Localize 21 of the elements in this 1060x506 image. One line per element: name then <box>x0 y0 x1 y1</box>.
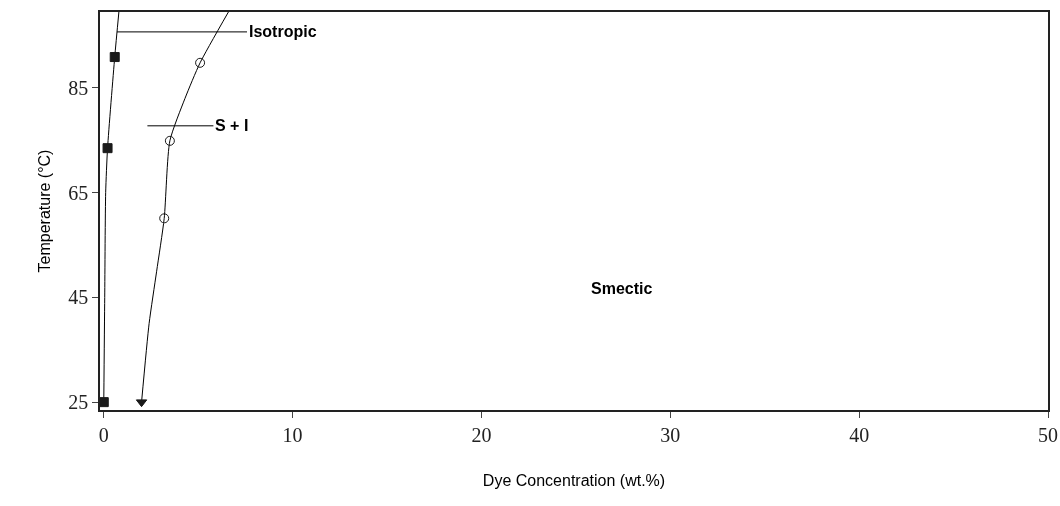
point <box>164 135 175 146</box>
x-axis-title: Dye Concentration (wt.%) <box>482 471 666 489</box>
x-tick-label: 0 <box>98 423 109 446</box>
annotation: Smectic <box>591 280 653 297</box>
point <box>102 143 113 154</box>
y-tick-label: 45 <box>68 286 89 309</box>
x-tick-label: 30 <box>660 423 681 446</box>
y-axis-title: Temperature (°C) <box>35 149 53 273</box>
point <box>195 57 206 68</box>
point <box>100 397 109 408</box>
point <box>159 213 170 224</box>
y-tick-label: 85 <box>68 76 89 99</box>
point <box>109 52 120 63</box>
x-tick-label: 20 <box>471 423 492 446</box>
x-tick-label: 40 <box>849 423 870 446</box>
annotation: Isotropic <box>249 23 317 40</box>
x-tick-label: 10 <box>282 423 303 446</box>
y-tick-label: 65 <box>68 181 89 204</box>
y-tick-label: 25 <box>68 391 89 414</box>
annotation: S + I <box>215 117 249 134</box>
x-tick-label: 50 <box>1038 423 1058 446</box>
